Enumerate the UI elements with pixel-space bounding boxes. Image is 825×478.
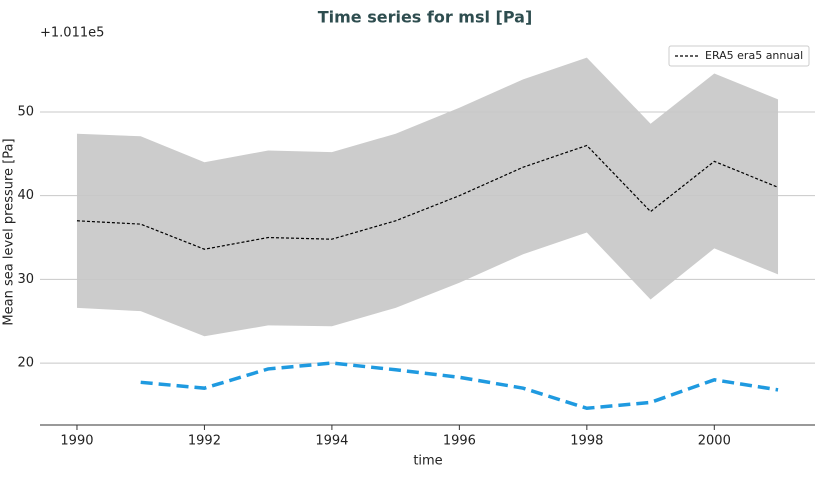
chart-title: Time series for msl [Pa]	[318, 8, 533, 27]
series-line	[140, 361, 779, 411]
x-tick-label: 1994	[315, 434, 348, 449]
y-offset-label: +1.011e5	[40, 26, 104, 41]
legend-box	[668, 45, 810, 67]
y-tick-label: 30	[17, 272, 34, 287]
series-line	[76, 144, 779, 250]
x-axis-label: time	[413, 454, 442, 469]
y-tick-label: 40	[17, 188, 34, 203]
y-tick-label: 20	[17, 356, 34, 371]
x-tick-label: 1992	[188, 434, 221, 449]
x-tick-label: 1998	[570, 434, 603, 449]
legend-label: ERA5 era5 annual	[705, 49, 803, 62]
x-tick-label: 1996	[443, 434, 476, 449]
x-tick-label: 2000	[698, 434, 731, 449]
y-tick-label: 50	[17, 104, 34, 119]
y-axis-label: Mean sea level pressure [Pa]	[2, 138, 17, 325]
band-area	[76, 57, 779, 337]
x-tick-label: 1990	[60, 434, 93, 449]
